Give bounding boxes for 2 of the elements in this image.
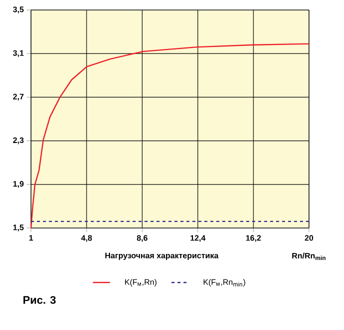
- text: Рис. 3: [23, 296, 56, 304]
- line-series: [30, 43, 310, 229]
